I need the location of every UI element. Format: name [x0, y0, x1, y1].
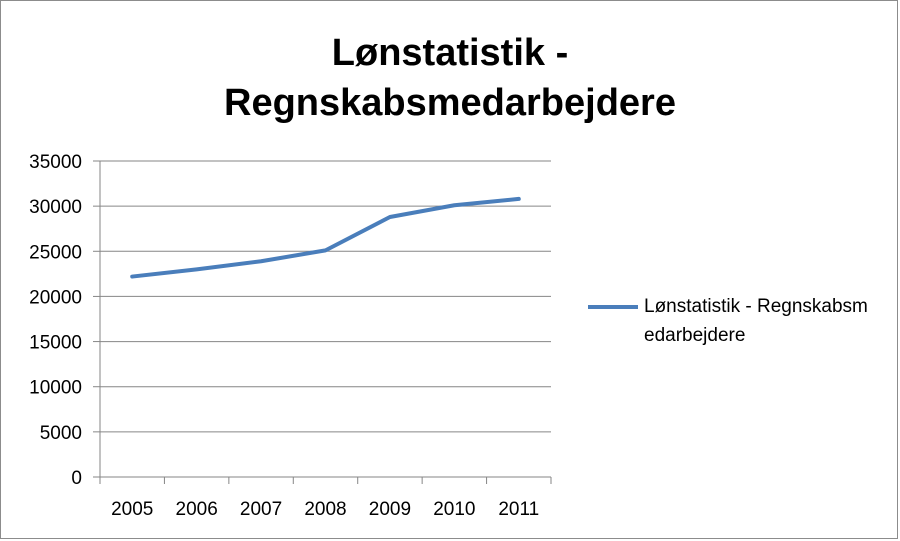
chart-title: Lønstatistik - Regnskabsmedarbejdere — [0, 28, 900, 128]
legend-swatch — [588, 305, 638, 309]
axes — [93, 160, 552, 484]
y-tick-label: 20000 — [29, 287, 82, 308]
x-tick-label-2010: 2010 — [433, 499, 475, 520]
y-tick-label: 15000 — [29, 333, 82, 354]
chart-title-line-2: Regnskabsmedarbejdere — [224, 82, 676, 124]
series-lines — [130, 196, 521, 279]
y-tick-label: 30000 — [29, 197, 82, 218]
y-tick-label: 0 — [71, 468, 82, 489]
y-tick-label: 35000 — [29, 152, 82, 173]
x-tick-label-2006: 2006 — [176, 499, 218, 520]
y-tick-label: 10000 — [29, 378, 82, 399]
legend-label: Lønstatistik - Regnskabsmedarbejdere — [644, 296, 868, 346]
x-tick-label-2009: 2009 — [369, 499, 411, 520]
x-tick-label-2011: 2011 — [498, 499, 539, 520]
y-tick-labels: 0 5000 10000 15000 20000 25000 30000 35000 — [29, 152, 82, 489]
x-tick-label-2007: 2007 — [240, 499, 282, 520]
x-tick-label-2008: 2008 — [304, 499, 346, 520]
x-tick-label-2005: 2005 — [111, 499, 153, 520]
y-tick-label: 25000 — [29, 242, 82, 263]
y-tick-label: 5000 — [40, 423, 82, 444]
chart-title-line-1: Lønstatistik - — [331, 32, 569, 74]
x-tick-labels: 2005 2006 2007 2008 2009 2010 2011 — [111, 499, 539, 520]
series-line-0 — [130, 196, 521, 279]
